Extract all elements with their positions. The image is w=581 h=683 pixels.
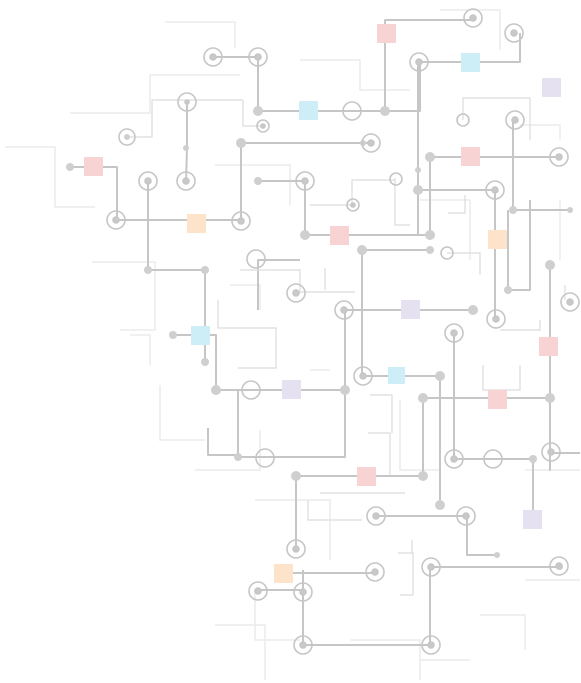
ring xyxy=(231,211,251,231)
component-pad xyxy=(377,24,396,43)
ring xyxy=(486,309,506,329)
ring xyxy=(560,292,580,312)
ring xyxy=(389,172,403,186)
ring xyxy=(421,635,441,655)
ring xyxy=(255,448,275,468)
ring xyxy=(365,562,385,582)
ring xyxy=(246,249,266,269)
ring xyxy=(138,171,158,191)
component-pad xyxy=(461,147,480,166)
ring xyxy=(241,380,261,400)
component-pad xyxy=(84,157,103,176)
main-trace-layer xyxy=(70,18,580,646)
ring xyxy=(248,581,268,601)
ring xyxy=(444,449,464,469)
component-pad xyxy=(274,564,293,583)
ring xyxy=(541,442,561,462)
ring xyxy=(440,246,454,260)
component-pad-layer xyxy=(84,24,561,583)
ring xyxy=(456,506,476,526)
component-pad xyxy=(539,337,558,356)
ring xyxy=(295,171,315,191)
component-pad xyxy=(191,326,210,345)
ring xyxy=(463,8,483,28)
ring xyxy=(177,92,197,112)
component-pad xyxy=(523,510,542,529)
ring xyxy=(549,147,569,167)
ring xyxy=(549,556,569,576)
component-pad xyxy=(388,367,405,384)
ring xyxy=(485,180,505,200)
component-pad xyxy=(488,230,507,249)
ring xyxy=(248,47,268,67)
ring xyxy=(366,506,386,526)
ring xyxy=(483,449,503,469)
component-pad xyxy=(299,101,318,120)
ring xyxy=(353,366,373,386)
ring xyxy=(361,133,381,153)
component-pad xyxy=(357,467,376,486)
ring xyxy=(256,119,270,133)
faint-trace-layer xyxy=(5,9,580,680)
component-pad xyxy=(282,380,301,399)
component-pad xyxy=(187,214,206,233)
ring xyxy=(334,300,354,320)
ring xyxy=(342,101,362,121)
ring xyxy=(421,557,441,577)
ring xyxy=(293,582,313,602)
ring xyxy=(456,113,470,127)
ring xyxy=(286,283,306,303)
solder-node-layer xyxy=(66,106,573,570)
ring xyxy=(409,52,429,72)
component-pad xyxy=(542,78,561,97)
component-pad xyxy=(488,390,507,409)
component-pad xyxy=(330,226,349,245)
ring xyxy=(106,210,126,230)
ring xyxy=(444,323,464,343)
ring xyxy=(118,128,136,146)
component-pad xyxy=(461,53,480,72)
component-pad xyxy=(401,300,420,319)
ring xyxy=(286,539,306,559)
ring xyxy=(293,635,313,655)
ring xyxy=(346,198,360,212)
thin-trace-layer xyxy=(127,97,566,596)
ring xyxy=(504,23,524,43)
ring xyxy=(203,47,223,67)
ring-connector-layer xyxy=(106,8,580,655)
ring xyxy=(176,171,196,191)
ring xyxy=(505,110,525,130)
